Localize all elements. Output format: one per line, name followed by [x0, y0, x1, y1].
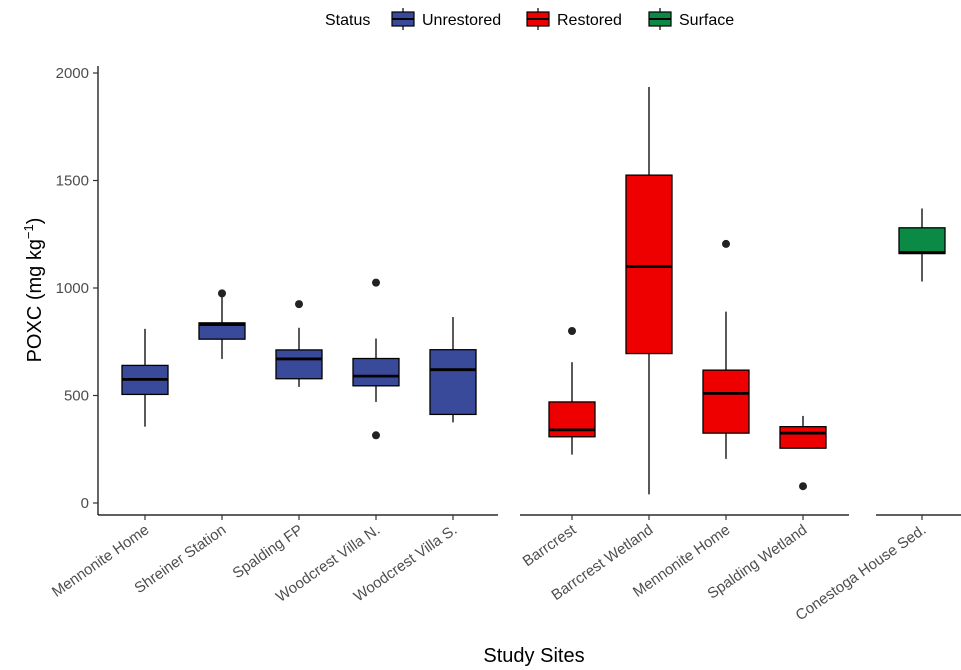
legend: Status Unrestored Restored Surface [325, 8, 734, 30]
y-axis-title: POXC (mg kg−1) [21, 218, 46, 363]
box: Shreiner Station [131, 289, 246, 597]
box-iqr [275, 349, 323, 380]
box-iqr [548, 401, 596, 438]
box-iqr [429, 349, 477, 416]
box: Conestoga House Sed. [792, 208, 946, 624]
outlier-point [568, 327, 576, 335]
y-tick-label: 0 [81, 495, 89, 512]
y-axis: 0 500 1000 1500 2000 [56, 65, 99, 515]
outlier-point [722, 239, 730, 248]
outlier-point [295, 300, 303, 309]
box-iqr [779, 426, 827, 449]
x-tick-label: Spalding FP [230, 521, 307, 582]
box-iqr [702, 369, 750, 434]
legend-item: Surface [648, 8, 734, 30]
box-iqr [352, 357, 400, 387]
x-tick-label: Barrcrest [520, 521, 580, 570]
box: Woodcrest Villa N. [273, 278, 400, 606]
y-tick-label: 1000 [56, 280, 89, 297]
x-tick-label: Conestoga House Sed. [792, 521, 929, 624]
panel-surface: Conestoga House Sed. [792, 208, 961, 624]
box-iqr [625, 174, 673, 355]
y-axis-title-superscript: −1 [21, 224, 36, 239]
outlier-point [799, 482, 807, 491]
box-iqr [198, 322, 246, 340]
legend-title: Status [325, 12, 370, 29]
box: Spalding Wetland [704, 415, 827, 603]
y-axis-title-close: ) [24, 218, 46, 225]
box: Mennonite Home [49, 328, 169, 601]
legend-label: Surface [679, 12, 734, 29]
legend-item: Unrestored [391, 8, 501, 30]
box-iqr [898, 227, 946, 255]
y-tick-label: 1500 [56, 173, 89, 190]
legend-label: Restored [557, 12, 622, 29]
y-axis-title-main: POXC (mg kg [24, 239, 46, 362]
outlier-point [218, 289, 226, 298]
y-tick-label: 500 [64, 388, 89, 405]
y-tick-label: 2000 [56, 65, 89, 82]
box: Barrcrest [520, 327, 596, 570]
outlier-point [372, 278, 380, 287]
legend-label: Unrestored [422, 12, 501, 29]
x-axis-title: Study Sites [483, 645, 584, 667]
box: Spalding FP [230, 300, 323, 582]
legend-item: Restored [526, 8, 622, 30]
outlier-point [372, 431, 380, 440]
